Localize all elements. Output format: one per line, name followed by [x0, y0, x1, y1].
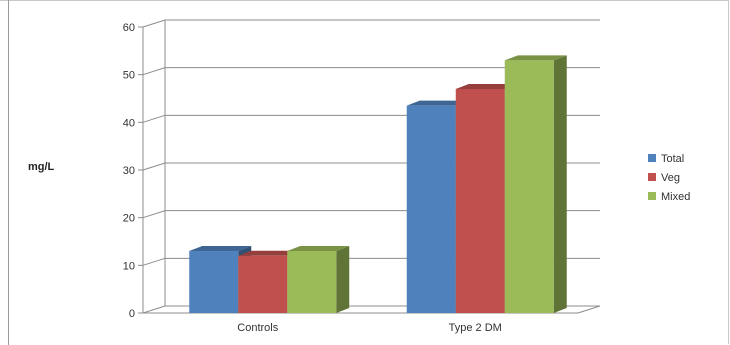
legend-label: Veg	[661, 172, 680, 184]
x-category-label: Type 2 DM	[449, 322, 502, 334]
legend-item-total: Total	[648, 153, 684, 165]
legend-label: Total	[661, 153, 684, 165]
y-tick-label: 40	[123, 117, 135, 129]
legend-swatch	[648, 173, 656, 181]
y-tick-label: 50	[123, 70, 135, 82]
legend: Total Veg Mixed	[648, 153, 690, 203]
x-category-label: Controls	[237, 322, 278, 334]
legend-swatch	[648, 192, 656, 200]
y-tick-label: 60	[123, 22, 135, 34]
bar-front	[455, 88, 505, 313]
bar-mixed-controls	[287, 246, 350, 313]
bar-front	[238, 255, 288, 313]
y-tick-label: 20	[123, 213, 135, 225]
y-tick-label: 0	[129, 308, 135, 320]
legend-swatch	[648, 154, 656, 162]
bar-top	[287, 246, 350, 252]
y-tick-label: 10	[123, 260, 135, 272]
bars	[189, 55, 567, 314]
legend-label: Mixed	[661, 191, 690, 203]
bar-front	[406, 105, 456, 314]
bar-top	[238, 250, 301, 256]
bar-top	[455, 83, 518, 89]
bar-side	[553, 55, 567, 313]
axis-labels: 0 10 20 30 40 50 60 Controls Type 2 DM	[123, 22, 502, 334]
bar-front	[287, 251, 337, 313]
legend-item-veg: Veg	[648, 172, 680, 184]
bar-mixed-type-2-dm	[504, 55, 567, 313]
gridline	[142, 19, 600, 28]
bar-top	[504, 55, 567, 61]
chart-frame-left-edge	[8, 0, 9, 345]
bar-top	[189, 246, 252, 252]
bar-front	[189, 251, 239, 313]
legend-item-mixed: Mixed	[648, 191, 690, 203]
y-axis-label: mg/L	[28, 161, 55, 173]
y-tick-label: 30	[123, 165, 135, 177]
bar-top	[406, 100, 469, 106]
bar-side	[336, 246, 350, 313]
bar-front	[504, 60, 554, 313]
